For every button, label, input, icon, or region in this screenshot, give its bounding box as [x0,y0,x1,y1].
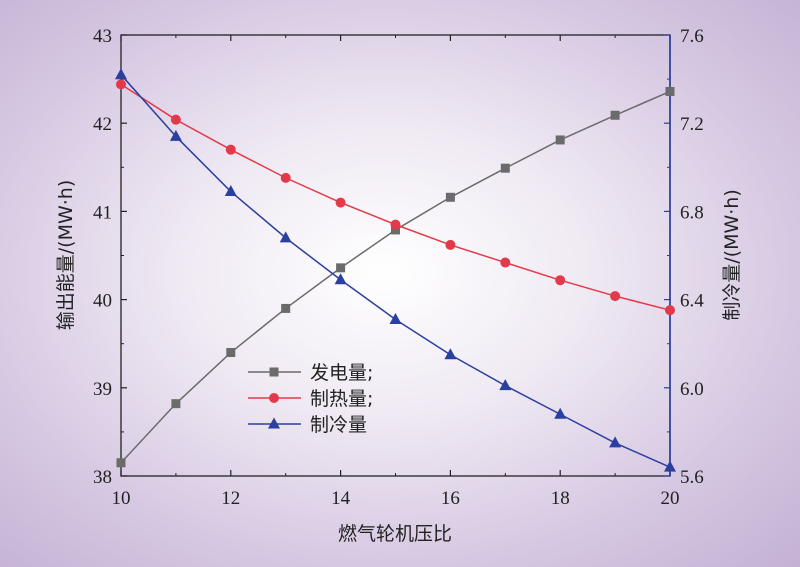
x-tick-label: 10 [112,488,131,509]
legend-marker [269,367,279,377]
y-left-tick-label: 38 [93,467,112,488]
data-point [334,273,347,285]
data-point [500,163,510,173]
y-right-tick-label: 7.2 [680,114,704,135]
data-point [226,348,236,358]
data-point [665,86,675,96]
series-square [116,86,675,468]
data-point [336,263,346,273]
legend-label: 发电量; [310,362,373,384]
data-point [171,399,181,409]
data-point [389,312,402,324]
legend-marker [269,393,279,403]
data-point [664,460,676,472]
y-left-tick-label: 40 [93,291,112,312]
data-point [224,185,237,197]
legend-marker [268,417,280,429]
y-axis-right-title: 制冷量/(MW·h) [721,189,743,321]
y-left-tick-label: 43 [93,26,112,47]
data-point [445,192,455,202]
data-point [665,305,675,316]
y-right-tick-label: 5.6 [680,467,704,488]
legend-label: 制冷量 [310,414,367,436]
data-point [170,114,181,125]
data-point [390,219,401,230]
x-tick-label: 12 [221,488,240,509]
legend: 发电量; 制热量; 制冷量 [248,362,373,436]
data-point [445,239,456,250]
plot-area-frame [120,34,671,477]
series-line [120,90,671,464]
data-point [225,144,236,155]
x-tick-label: 20 [661,488,680,509]
legend-item: 发电量; [248,362,373,384]
data-point [610,291,621,302]
data-point [116,458,126,468]
data-point [169,129,182,141]
y-right-tick-label: 6.4 [680,291,704,312]
ticks-layer: 10 12 14 16 18 20 38 39 40 41 42 43 5.6 6.0 6.4 6.8 7.2 7… [93,26,704,509]
y-left-tick-label: 39 [93,379,112,400]
data-point [554,407,567,419]
data-point [555,135,565,145]
legend-item: 制热量; [248,388,373,410]
data-point [500,257,511,268]
data-point [281,303,291,313]
series-triangle [115,68,676,472]
data-point [555,275,566,286]
series-line [120,83,671,311]
x-tick-label: 14 [331,488,351,509]
series-line [120,74,671,468]
data-point [610,110,620,120]
data-point [444,348,457,360]
y-axis-left-title: 输出能量/(MW·h) [55,180,77,331]
data-point [279,231,292,243]
legend-item: 制冷量 [248,414,367,436]
data-point [609,436,622,448]
y-right-tick-label: 6.0 [680,379,704,400]
x-tick-label: 16 [441,488,460,509]
x-tick-label: 18 [551,488,570,509]
y-left-tick-label: 41 [93,202,112,223]
series-circle [116,79,675,316]
y-left-tick-label: 42 [93,114,112,135]
data-point [335,197,346,208]
x-axis-title: 燃气轮机压比 [338,523,452,545]
y-right-tick-label: 6.8 [680,202,704,223]
series-layer [115,68,676,472]
legend-label: 制热量; [310,388,373,410]
y-right-tick-label: 7.6 [680,26,704,47]
data-point [280,172,291,183]
data-point [115,68,127,80]
data-point [499,379,512,391]
data-point [116,79,126,90]
data-point [391,225,400,235]
